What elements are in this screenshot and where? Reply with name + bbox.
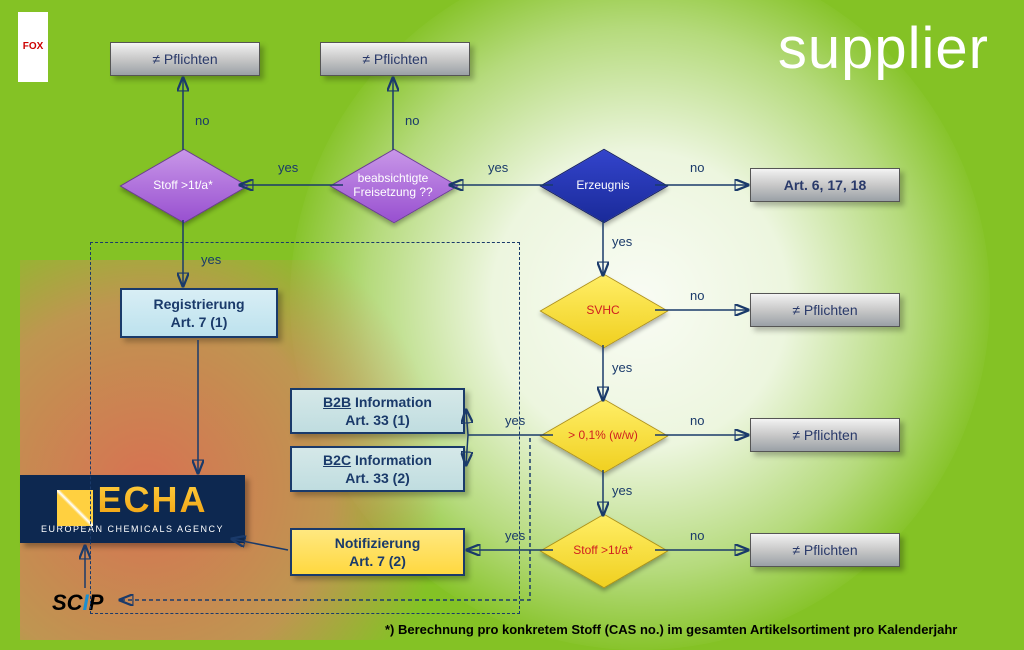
footnote: *) Berechnung pro konkretem Stoff (CAS n… — [385, 622, 957, 637]
diamond-erzeugnis: Erzeugnis — [548, 150, 658, 220]
box-b2b: B2B Information Art. 33 (1) — [290, 388, 465, 434]
label-yes: yes — [201, 252, 221, 267]
box-no-duties-5: ≠ Pflichten — [750, 533, 900, 567]
label-no: no — [690, 413, 704, 428]
box-no-duties-1: ≠ Pflichten — [110, 42, 260, 76]
label-no: no — [195, 113, 209, 128]
label-yes: yes — [505, 528, 525, 543]
box-no-duties-4: ≠ Pflichten — [750, 418, 900, 452]
diamond-percent: > 0,1% (w/w) — [548, 400, 658, 470]
echa-logo: ECHA EUROPEAN CHEMICALS AGENCY — [20, 475, 245, 543]
box-registration: Registrierung Art. 7 (1) — [120, 288, 278, 338]
label-yes: yes — [278, 160, 298, 175]
diamond-svhc: SVHC — [548, 275, 658, 345]
label-no: no — [690, 288, 704, 303]
label-no: no — [405, 113, 419, 128]
label-yes: yes — [612, 360, 632, 375]
label-no: no — [690, 160, 704, 175]
box-no-duties-2: ≠ Pflichten — [320, 42, 470, 76]
box-no-duties-3: ≠ Pflichten — [750, 293, 900, 327]
label-yes: yes — [612, 483, 632, 498]
fox-logo: FOX — [18, 12, 48, 82]
label-yes: yes — [505, 413, 525, 428]
scip-logo: SCIP — [52, 590, 103, 616]
diamond-stoff-2: Stoff >1t/a* — [548, 515, 658, 585]
diamond-freisetzung: beabsichtigte Freisetzung ?? — [338, 150, 448, 220]
echa-x-icon — [57, 490, 93, 526]
diamond-stoff-1: Stoff >1t/a* — [128, 150, 238, 220]
page-title: supplier — [778, 15, 989, 82]
box-art6: Art. 6, 17, 18 — [750, 168, 900, 202]
label-yes: yes — [612, 234, 632, 249]
box-notification: Notifizierung Art. 7 (2) — [290, 528, 465, 576]
label-no: no — [690, 528, 704, 543]
label-yes: yes — [488, 160, 508, 175]
box-b2c: B2C Information Art. 33 (2) — [290, 446, 465, 492]
